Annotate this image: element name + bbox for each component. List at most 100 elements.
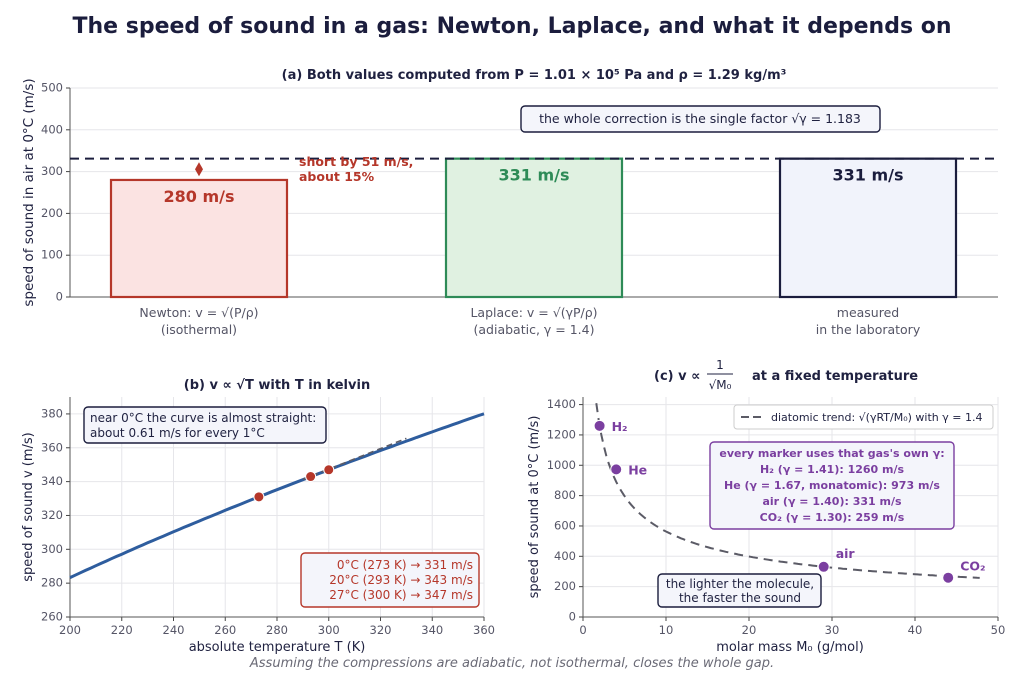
panel-c-info-line-3: air (γ = 1.40): 331 m/s: [762, 495, 902, 508]
panel-c-title-denominator: √M₀: [709, 378, 732, 392]
category-sublabel-1: (adiabatic, γ = 1.4): [474, 322, 595, 337]
temperature-point-2: [323, 464, 335, 476]
panel-c-xtick-label: 20: [742, 623, 757, 637]
temperature-point-1: [305, 471, 317, 483]
panel-b-xtick-label: 200: [59, 623, 81, 637]
gas-label-1: He: [628, 462, 647, 477]
panel-c-legend-box: [733, 404, 994, 430]
panel-b-ytick-label: 320: [41, 508, 63, 522]
gap-marker: [195, 162, 203, 177]
bar-2: [778, 157, 958, 299]
panel-c-info-line-0: every marker uses that gas's own γ:: [719, 447, 944, 460]
panel-c-xtick-label: 30: [825, 623, 840, 637]
panel-a-ylabel: speed of sound in air at 0°C (m/s): [21, 78, 37, 306]
panel-c-title-prefix: (c) v ∝: [654, 369, 700, 384]
panel-b-xtick-label: 300: [318, 623, 340, 637]
bar-label-2: 331 m/s: [832, 166, 903, 185]
panel-c-info-line-1: H₂ (γ = 1.41): 1260 m/s: [760, 463, 905, 476]
category-label-0: Newton: v = √(P/ρ): [139, 305, 258, 320]
panel-a-callout-box: [520, 105, 881, 133]
panel-c-ylabel: speed of sound at 0°C (m/s): [527, 416, 542, 599]
panel-a-callout: the whole correction is the single facto…: [539, 111, 861, 126]
category-sublabel-2: in the laboratory: [816, 322, 921, 337]
footnote: Assuming the compressions are adiabatic,…: [249, 656, 775, 671]
panel-b-callout-box: [83, 406, 327, 444]
panel-b-xtick-label: 320: [370, 623, 392, 637]
panel-b-table-row-1: 20°C (293 K) → 343 m/s: [329, 573, 473, 587]
bar-1: [444, 157, 624, 299]
panel-b-ytick-label: 300: [41, 542, 63, 556]
panel-c-legend-entry: diatomic trend: √(γRT/M₀) with γ = 1.4: [771, 411, 982, 424]
panel-c-title-numerator: 1: [716, 358, 724, 372]
panel-c-xtick-label: 0: [579, 623, 586, 637]
panel-c-ytick-label: 1000: [547, 458, 576, 472]
panel-b-ytick-label: 260: [41, 610, 63, 624]
panel-a-ytick-label: 100: [41, 248, 63, 262]
bar-label-0: 280 m/s: [163, 187, 234, 206]
gas-point-2: [817, 560, 830, 573]
panel-a-ytick-label: 400: [41, 122, 63, 136]
category-label-2: measured: [837, 305, 899, 320]
gas-point-3: [942, 571, 955, 584]
panel-c-callout-line1: the lighter the molecule,: [666, 577, 814, 591]
panel-a-title: (a) Both values computed from P = 1.01 ×…: [282, 68, 787, 83]
panel-b-xtick-label: 240: [163, 623, 185, 637]
panel-b-ytick-label: 380: [41, 406, 63, 420]
panel-b-xtick-label: 260: [214, 623, 236, 637]
gas-point-1: [610, 463, 623, 476]
panel-c-callout-box: [657, 573, 822, 608]
panel-b-table-row-0: 0°C (273 K) → 331 m/s: [337, 558, 473, 572]
category-sublabel-0: (isothermal): [161, 322, 237, 337]
panel-b-xtick-label: 360: [473, 623, 495, 637]
panel-a-ytick-label: 300: [41, 164, 63, 178]
gas-label-2: air: [836, 546, 856, 561]
panel-b-xlabel: absolute temperature T (K): [189, 640, 366, 655]
panel-b-callout-line2: about 0.61 m/s for every 1°C: [90, 426, 265, 440]
panel-b-xtick-label: 280: [266, 623, 288, 637]
panel-b-xtick-label: 340: [421, 623, 443, 637]
panel-c-ytick-label: 0: [569, 610, 576, 624]
panel-b-table-row-2: 27°C (300 K) → 347 m/s: [329, 588, 473, 602]
panel-c-info-line-2: He (γ = 1.67, monatomic): 973 m/s: [724, 479, 940, 492]
panel-b-ytick-label: 340: [41, 474, 63, 488]
panel-c-title-suffix: at a fixed temperature: [752, 369, 918, 384]
panel-b-xtick-label: 220: [111, 623, 133, 637]
panel-c-ytick-label: 400: [554, 549, 576, 563]
page-title: The speed of sound in a gas: Newton, Lap…: [72, 14, 952, 39]
panel-c-ytick-label: 600: [554, 518, 576, 532]
panel-b-ytick-label: 360: [41, 440, 63, 454]
gas-label-3: CO₂: [960, 559, 985, 574]
panel-b-table-box: [300, 552, 480, 608]
tangent-line: [302, 437, 407, 481]
panel-c-info-line-4: CO₂ (γ = 1.30): 259 m/s: [760, 511, 905, 524]
panel-c-xtick-label: 50: [991, 623, 1006, 637]
panel-c-ytick-label: 800: [554, 488, 576, 502]
panel-b-ylabel: speed of sound v (m/s): [21, 432, 36, 581]
panel-c-xtick-label: 10: [659, 623, 674, 637]
panel-c-xlabel: molar mass M₀ (g/mol): [716, 640, 864, 655]
gap-annotation-line1: short by 51 m/s,: [299, 154, 413, 169]
gap-annotation-line2: about 15%: [299, 169, 375, 184]
panel-c-ytick-label: 200: [554, 579, 576, 593]
bar-label-1: 331 m/s: [498, 166, 569, 185]
panel-c-ytick-label: 1400: [547, 397, 576, 411]
temperature-curve: [69, 412, 485, 579]
temperature-point-0: [253, 491, 265, 503]
panel-a-ytick-label: 0: [56, 290, 63, 304]
panel-c-ytick-label: 1200: [547, 427, 576, 441]
panel-c-info-box: [709, 441, 955, 530]
bar-0: [109, 178, 289, 299]
panel-a-ytick-label: 500: [41, 81, 63, 95]
panel-c-callout-line2: the faster the sound: [679, 591, 801, 605]
panel-b-axes: 260 280 300 320 340 360 380 200 220 240 260 280 300 3…: [41, 397, 495, 637]
panel-b-ytick-label: 280: [41, 576, 63, 590]
category-label-1: Laplace: v = √(γP/ρ): [470, 305, 597, 320]
panel-b-callout-line1: near 0°C the curve is almost straight:: [90, 411, 316, 425]
panel-c-xtick-label: 40: [908, 623, 923, 637]
gas-label-0: H₂: [612, 419, 628, 434]
panel-b-title: (b) v ∝ √T with T in kelvin: [184, 378, 370, 393]
diatomic-trend-curve: [595, 403, 980, 579]
panel-a-ytick-label: 200: [41, 206, 63, 220]
gas-point-0: [593, 419, 606, 432]
